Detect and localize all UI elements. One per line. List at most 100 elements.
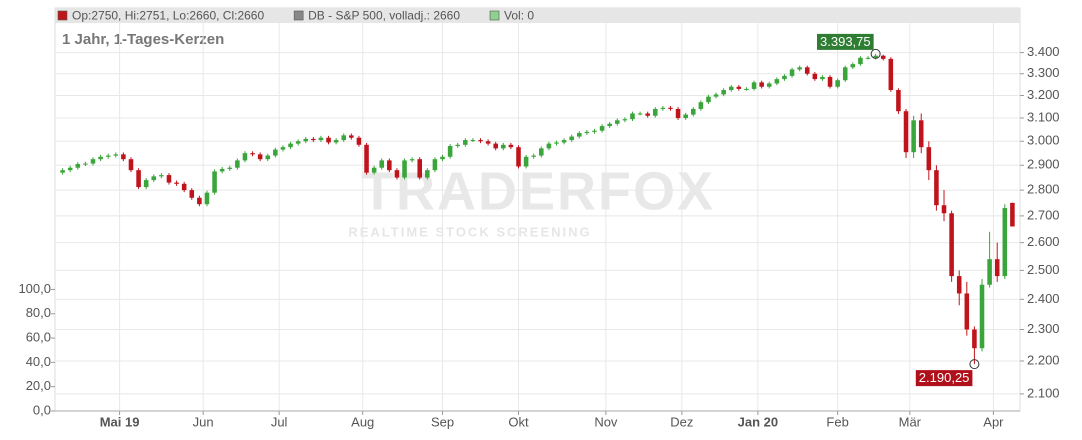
candle-body	[98, 156, 103, 160]
candle-body	[759, 82, 764, 87]
candle-body	[273, 149, 278, 156]
candle-body	[744, 88, 749, 90]
candle-body	[326, 137, 331, 143]
annotation-label: 3.393,75	[820, 34, 871, 49]
candle-body	[873, 55, 878, 58]
candle-body	[493, 143, 498, 149]
candle-body	[379, 160, 385, 168]
candle-body	[257, 154, 263, 160]
candle-body	[615, 120, 620, 124]
candle-body	[569, 136, 574, 141]
candle-body	[668, 107, 673, 109]
candle-body	[311, 138, 316, 141]
y-tick-label: 2.700	[1027, 207, 1060, 222]
candle-body	[295, 141, 301, 144]
candle-body	[105, 155, 111, 157]
candle-body	[850, 64, 856, 68]
x-tick-label: Sep	[431, 414, 454, 429]
legend-label: Op:2750, Hi:2751, Lo:2660, Cl:2660	[72, 9, 264, 23]
y-tick-label: 2.400	[1027, 291, 1060, 306]
x-tick-label: Okt	[508, 414, 529, 429]
y-tick-label: 2.800	[1027, 182, 1060, 197]
candle-body	[956, 276, 962, 294]
subtitle: 1 Jahr, 1-Tages-Kerzen	[62, 31, 224, 48]
watermark: TRADERFOX	[361, 161, 715, 221]
legend-swatch	[57, 10, 68, 21]
x-tick-label: Feb	[826, 414, 848, 429]
candle-body	[926, 147, 932, 171]
y2-tick-label: 40,0	[26, 354, 51, 369]
candle-body	[501, 144, 506, 149]
candle-body	[675, 108, 681, 119]
candle-body	[341, 135, 347, 141]
candle-body	[797, 67, 802, 70]
candle-body	[417, 159, 423, 178]
legend-swatch	[293, 10, 304, 21]
candle-body	[964, 293, 970, 330]
annotation-box	[817, 33, 874, 50]
candle-body	[136, 170, 141, 188]
candle-body	[645, 113, 650, 116]
candle-body	[394, 170, 400, 178]
candle-body	[690, 108, 696, 115]
y-tick-label: 3.400	[1027, 44, 1060, 59]
candle-body	[972, 329, 977, 349]
x-tick-label: Dez	[670, 414, 693, 429]
candle-body	[782, 75, 787, 80]
candle-body	[197, 197, 202, 205]
candle-body	[60, 170, 65, 173]
y-tick-label: 2.900	[1027, 157, 1060, 172]
candle-body	[212, 171, 217, 193]
x-tick-label: Nov	[594, 414, 618, 429]
candle-body	[333, 140, 339, 143]
candle-body	[356, 137, 362, 145]
candle-body	[371, 167, 377, 173]
candle-body	[440, 156, 445, 160]
candle-body	[288, 143, 293, 148]
candle-body	[425, 170, 430, 178]
legend-label: DB - S&P 500, volladj.: 2660	[308, 9, 460, 23]
candle-body	[607, 123, 612, 127]
y2-tick-label: 20,0	[26, 378, 51, 393]
candle-body	[880, 55, 886, 59]
candle-body	[774, 79, 780, 84]
x-tick-label: Mai 19	[100, 414, 140, 429]
candle-body	[637, 113, 643, 115]
candle-body	[546, 143, 552, 149]
candle-body	[721, 90, 726, 95]
y2-tick-label: 60,0	[26, 330, 51, 345]
candle-body	[949, 213, 954, 277]
candle-body	[516, 147, 521, 167]
candle-body	[896, 90, 901, 112]
candle-body	[728, 86, 734, 91]
candle-body	[766, 83, 772, 87]
candle-body	[858, 57, 863, 65]
candle-body	[994, 259, 1000, 277]
y2-tick-label: 0,0	[33, 402, 51, 417]
candle-body	[409, 159, 415, 161]
candle-body	[706, 96, 711, 103]
candle-body	[349, 135, 354, 138]
candle-body	[622, 119, 628, 121]
candle-body	[181, 183, 187, 191]
x-tick-label: Aug	[351, 414, 374, 429]
x-tick-label: Apr	[983, 414, 1004, 429]
y-tick-label: 3.200	[1027, 87, 1060, 102]
legend-swatch	[489, 10, 500, 21]
candle-body	[736, 86, 742, 89]
candle-body	[364, 144, 369, 173]
candle-body	[751, 82, 757, 89]
candle-body	[463, 140, 468, 145]
candle-body	[265, 155, 271, 160]
candle-body	[219, 168, 225, 172]
candle-body	[554, 142, 559, 144]
y2-tick-label: 100,0	[18, 281, 51, 296]
candle-body	[250, 153, 255, 155]
candle-body	[865, 57, 871, 59]
candle-body	[387, 160, 392, 171]
x-tick-label: Jun	[193, 414, 214, 429]
candle-body	[827, 76, 833, 87]
candle-body	[1002, 208, 1008, 277]
plot-area	[54, 7, 1021, 412]
annotation-label: 2.190,25	[919, 370, 970, 385]
